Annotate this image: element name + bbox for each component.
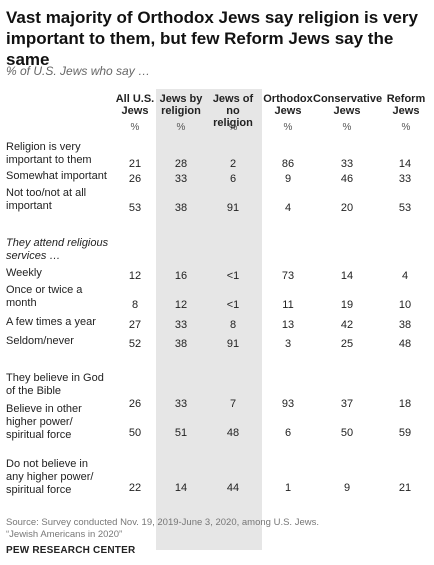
table-cell: 7 — [229, 398, 237, 410]
table-cell: 6 — [284, 427, 292, 439]
table-cell: 28 — [174, 158, 188, 170]
row-label-seldom: Seldom/never — [6, 335, 74, 347]
row-label-god-bible: They believe in God of the Bible — [6, 372, 104, 397]
unit-by-religion: % — [176, 122, 186, 133]
table-cell: 50 — [340, 427, 354, 439]
table-cell: 37 — [340, 398, 354, 410]
unit-orthodox: % — [283, 122, 293, 133]
col-header-by-religion: Jews by religion — [159, 93, 203, 117]
table-cell: 8 — [229, 319, 237, 331]
table-cell: 8 — [131, 299, 139, 311]
chart-subtitle: % of U.S. Jews who say … — [6, 64, 151, 78]
source-note: Source: Survey conducted Nov. 19, 2019-J… — [6, 517, 319, 541]
row-label-somewhat-important: Somewhat important — [6, 170, 107, 182]
report-line: “Jewish Americans in 2020” — [6, 529, 123, 540]
source-line: Source: Survey conducted Nov. 19, 2019-J… — [6, 517, 319, 528]
org-name: PEW RESEARCH CENTER — [6, 545, 136, 556]
row-label-very-important: Religion is very important to them — [6, 141, 92, 166]
table-cell: 42 — [340, 319, 354, 331]
table-cell: 4 — [401, 270, 409, 282]
table-cell: 14 — [174, 482, 188, 494]
row-label-few-times: A few times a year — [6, 316, 96, 328]
table-cell: 12 — [174, 299, 188, 311]
unit-no-religion: % — [228, 122, 238, 133]
table-cell: 3 — [284, 338, 292, 350]
unit-all: % — [130, 122, 140, 133]
table-cell: 53 — [128, 202, 142, 214]
table-cell: 86 — [281, 158, 295, 170]
col-header-no-religion: Jews of no religion — [212, 93, 254, 129]
table-cell: 21 — [128, 158, 142, 170]
religion-columns-shading — [156, 89, 262, 550]
table-cell: 33 — [398, 173, 412, 185]
table-cell: 44 — [226, 482, 240, 494]
col-header-orthodox: Orthodox Jews — [263, 93, 313, 117]
table-cell: 33 — [174, 173, 188, 185]
table-cell: 25 — [340, 338, 354, 350]
table-cell: 10 — [398, 299, 412, 311]
table-cell: 48 — [226, 427, 240, 439]
row-label-not-important: Not too/not at all important — [6, 187, 87, 212]
table-cell: 59 — [398, 427, 412, 439]
table-cell: 33 — [174, 398, 188, 410]
table-cell: 14 — [340, 270, 354, 282]
table-cell: 48 — [398, 338, 412, 350]
table-cell: 53 — [398, 202, 412, 214]
table-cell: 27 — [128, 319, 142, 331]
table-cell: 91 — [226, 338, 240, 350]
row-label-no-power: Do not believe in any higher power/ spir… — [6, 458, 94, 496]
table-cell: 1 — [284, 482, 292, 494]
table-cell: 38 — [398, 319, 412, 331]
table-cell: 12 — [128, 270, 142, 282]
table-cell: 19 — [340, 299, 354, 311]
table-cell: 6 — [229, 173, 237, 185]
table-cell: 38 — [174, 202, 188, 214]
table-cell: 33 — [174, 319, 188, 331]
table-cell: 38 — [174, 338, 188, 350]
col-header-all: All U.S. Jews — [115, 93, 155, 117]
table-cell: 33 — [340, 158, 354, 170]
table-cell: <1 — [226, 299, 240, 311]
table-cell: 9 — [343, 482, 351, 494]
unit-conservative: % — [342, 122, 352, 133]
table-cell: 2 — [229, 158, 237, 170]
table-cell: 9 — [284, 173, 292, 185]
table-cell: 46 — [340, 173, 354, 185]
table-cell: 20 — [340, 202, 354, 214]
table-cell: 16 — [174, 270, 188, 282]
table-cell: 73 — [281, 270, 295, 282]
table-cell: 51 — [174, 427, 188, 439]
col-header-reform: Reform Jews — [386, 93, 426, 117]
table-cell: 13 — [281, 319, 295, 331]
row-label-monthly: Once or twice a month — [6, 284, 83, 309]
table-cell: 93 — [281, 398, 295, 410]
table-cell: 11 — [282, 299, 294, 311]
col-header-conservative: Conservative Jews — [313, 93, 383, 117]
section-heading-attendance: They attend religious services … — [6, 237, 109, 262]
table-cell: 14 — [398, 158, 412, 170]
table-cell: 22 — [128, 482, 142, 494]
table-cell: 18 — [398, 398, 412, 410]
row-label-other-power: Believe in other higher power/ spiritual… — [6, 403, 82, 441]
table-cell: 50 — [128, 427, 142, 439]
unit-reform: % — [401, 122, 411, 133]
table-cell: 4 — [284, 202, 292, 214]
table-cell: 91 — [226, 202, 240, 214]
table-cell: 21 — [398, 482, 412, 494]
table-cell: 26 — [128, 173, 142, 185]
table-cell: <1 — [226, 270, 240, 282]
row-label-weekly: Weekly — [6, 267, 42, 279]
chart-title: Vast majority of Orthodox Jews say relig… — [6, 8, 418, 69]
table-cell: 52 — [128, 338, 142, 350]
table-cell: 26 — [128, 398, 142, 410]
